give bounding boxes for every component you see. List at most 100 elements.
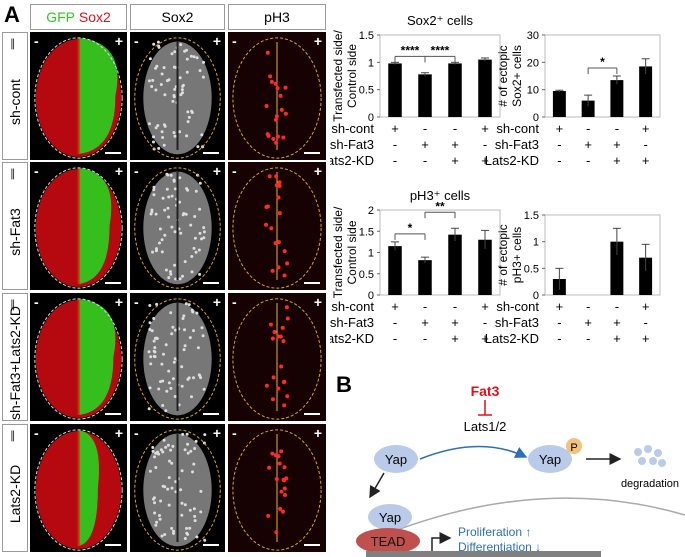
control-side-marker: -: [134, 425, 139, 441]
condition-mark: +: [481, 121, 489, 136]
panel-a-label: A: [4, 2, 20, 27]
control-side-marker: -: [232, 425, 237, 441]
y-axis-label: # of ectopic: [496, 224, 510, 285]
condition-mark: +: [613, 315, 621, 330]
condition-mark: -: [393, 153, 397, 168]
row-label-sh-cont: ∥ sh-cont: [2, 32, 28, 160]
condition-mark: +: [642, 153, 650, 168]
y-tick-label: 1.5: [524, 210, 539, 222]
condition-mark: +: [481, 331, 489, 346]
plot-frame: [379, 34, 501, 118]
condition-mark: -: [423, 331, 427, 346]
dorsal-arrow-icon: ∥: [10, 38, 16, 50]
y-axis-label: pH3+ cells: [510, 227, 524, 283]
control-side-marker: -: [34, 294, 39, 310]
control-side-marker: -: [134, 294, 139, 310]
condition-mark: -: [393, 331, 397, 346]
y-tick-label: 30: [527, 30, 539, 42]
yap-nuclear-node: [368, 504, 412, 530]
condition-mark: +: [451, 315, 459, 330]
dorsal-arrow-icon: ∥: [10, 299, 16, 311]
transfected-side-marker: +: [313, 163, 322, 179]
bar: [388, 246, 402, 295]
control-side-marker: -: [34, 33, 39, 49]
phosphate-label: P: [570, 442, 577, 454]
y-tick-label: 1: [533, 237, 539, 249]
condition-mark: +: [584, 137, 592, 152]
dorsal-arrow-icon: ∥: [10, 168, 16, 180]
condition-mark: +: [451, 153, 459, 168]
condition-mark: -: [483, 137, 487, 152]
control-side-marker: -: [232, 33, 237, 49]
y-tick-label: 10: [527, 85, 539, 97]
transfected-side-marker: +: [313, 294, 322, 310]
row-label-text: sh-Fat3+Lats2-KD: [7, 306, 23, 421]
control-side-marker: -: [34, 425, 39, 441]
condition-label: Lats2-KD: [485, 153, 539, 168]
condition-mark: -: [423, 121, 427, 136]
bar: [581, 100, 595, 117]
condition-label: sh-cont: [496, 121, 539, 136]
control-side-marker: -: [134, 33, 139, 49]
phosphate-node: [566, 438, 582, 454]
header-gfp-sox2: GFP Sox2: [30, 4, 127, 30]
header-sox2: Sox2: [130, 4, 225, 30]
condition-label: Lats2-KD: [330, 331, 374, 346]
condition-label: Lats2-KD: [330, 153, 374, 168]
condition-mark: -: [643, 137, 647, 152]
micrograph-merge-row1: - +: [30, 32, 127, 160]
bar: [639, 257, 653, 295]
condition-mark: -: [586, 121, 590, 136]
y-tick-label: 1.5: [359, 226, 374, 238]
condition-mark: -: [557, 331, 561, 346]
micrograph-gray-row1: - +: [130, 32, 225, 160]
condition-mark: +: [481, 299, 489, 314]
condition-mark: +: [421, 315, 429, 330]
bar: [388, 63, 402, 117]
condition-mark: -: [423, 299, 427, 314]
y-axis-label: Control side: [345, 220, 359, 284]
y-axis-label: Transfected side/: [331, 30, 345, 122]
bar: [448, 234, 462, 295]
header-gfp-text: GFP: [46, 9, 75, 25]
lats-label: Lats1/2: [464, 419, 507, 434]
condition-mark: +: [481, 153, 489, 168]
condition-label: sh-Fat3: [330, 137, 374, 152]
cell-membrane: [359, 497, 685, 546]
y-tick-label: 0: [533, 290, 539, 302]
condition-label: sh-cont: [496, 299, 539, 314]
condition-mark: -: [557, 153, 561, 168]
condition-mark: +: [451, 331, 459, 346]
condition-mark: -: [483, 315, 487, 330]
bar-charts: Sox2⁺ cells 0 0.5 1 1.5 Transfected side/Cont…: [330, 13, 661, 346]
transfected-side-marker: +: [114, 294, 123, 310]
condition-mark: -: [586, 153, 590, 168]
condition-label: sh-Fat3: [495, 315, 539, 330]
pathway-diagram: Fat3 Lats1/2 Yap Yap P degradation Yap T…: [356, 383, 685, 557]
row-label-sh-fat3-lats2kd: ∥ sh-Fat3+Lats2-KD: [2, 293, 28, 421]
y-axis-label: Control side: [345, 44, 359, 108]
transfected-side-marker: +: [114, 425, 123, 441]
condition-label: sh-Fat3: [330, 315, 374, 330]
bar: [552, 91, 566, 117]
y-tick-label: 0: [368, 112, 374, 124]
tead-label: TEAD: [371, 534, 406, 549]
yap-node: [374, 445, 418, 473]
condition-mark: +: [391, 299, 399, 314]
condition-mark: +: [556, 299, 564, 314]
y-tick-label: 0.5: [359, 269, 374, 281]
micrograph-gray-row3: - +: [130, 293, 225, 421]
control-side-marker: -: [34, 163, 39, 179]
condition-mark: +: [613, 153, 621, 168]
row-label-text: sh-Fat3: [7, 208, 23, 257]
condition-mark: -: [643, 315, 647, 330]
condition-mark: -: [453, 299, 457, 314]
significance-label: **: [435, 199, 445, 213]
condition-mark: -: [557, 137, 561, 152]
panel-b-label: B: [336, 372, 352, 397]
condition-mark: +: [613, 137, 621, 152]
tead-node: [356, 528, 420, 554]
condition-label: sh-Fat3: [495, 137, 539, 152]
dorsal-arrow-icon: ∥: [10, 430, 16, 442]
condition-mark: +: [451, 137, 459, 152]
